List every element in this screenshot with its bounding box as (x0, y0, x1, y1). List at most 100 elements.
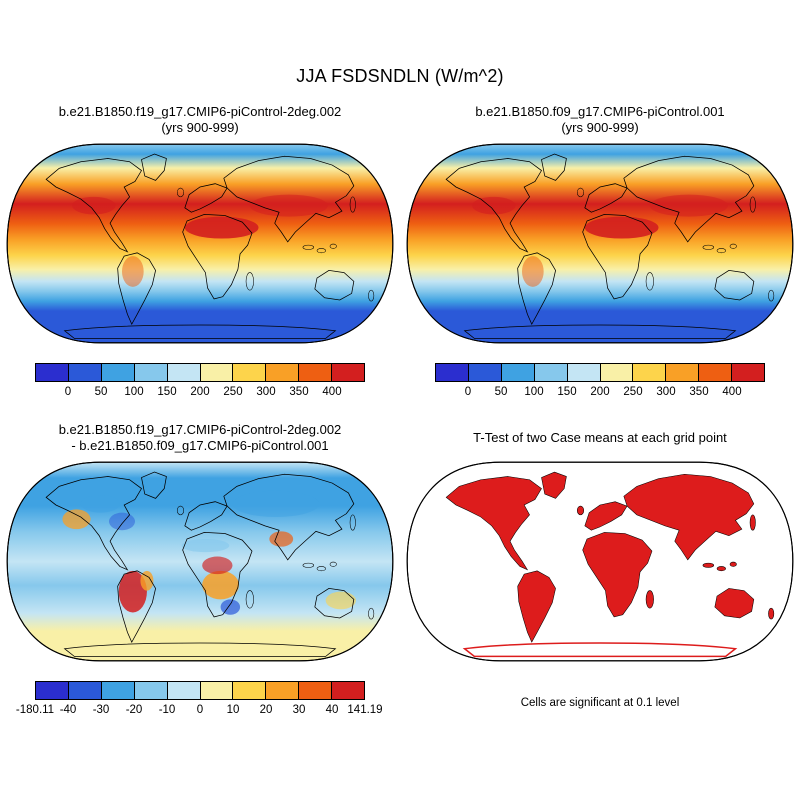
colorbar-cell (134, 364, 168, 381)
data-anomaly-blob (62, 509, 91, 530)
continent-outline (223, 155, 355, 243)
continent-outline (314, 269, 355, 301)
colorbar-cell (501, 364, 535, 381)
colorbar-tick-label: 30 (292, 704, 306, 716)
island-outline (645, 272, 654, 291)
colorbar-tick-label: -20 (125, 704, 143, 716)
data-anomaly-blob (249, 194, 328, 217)
data-anomaly-blob (325, 591, 356, 610)
projection-outline (6, 461, 394, 662)
projection-outline-top (406, 143, 794, 344)
colorbar-tick-label: 150 (557, 386, 577, 398)
colorbar-cell (36, 364, 69, 381)
colorbar-tick-label: 350 (689, 386, 709, 398)
colorbar-tick-label: -40 (59, 704, 77, 716)
colorbar-cell (732, 364, 765, 381)
colorbar-tick-label: 100 (524, 386, 544, 398)
island-outline (316, 566, 326, 572)
diff-title-line2: - b.e21.B1850.f09_g17.CMIP6-piControl.00… (71, 438, 329, 453)
colorbar-tick-label: 10 (226, 704, 240, 716)
island-outline (302, 244, 315, 250)
continent-outline (141, 153, 167, 181)
colorbar-tick-label: 141.19 (347, 704, 383, 716)
colorbar-tick-label: -30 (92, 704, 110, 716)
continent-outline (584, 183, 628, 213)
colorbar-tick-label: 300 (256, 386, 276, 398)
continent-outline (517, 570, 556, 643)
colorbar-cell (101, 364, 135, 381)
case-name-1: b.e21.B1850.f19_g17.CMIP6-piControl-2deg… (58, 104, 342, 119)
ttest-title: T-Test of two Case means at each grid po… (473, 430, 727, 445)
island-outline (576, 505, 585, 516)
continent-outline (117, 252, 156, 326)
colorbar-labels: -180.11 -40 -30 -20 -10 0 10 20 30 40 141.19 (16, 704, 383, 719)
colorbar-cell (332, 364, 365, 381)
island-outline (716, 248, 726, 254)
continent-outline (541, 153, 567, 181)
projection-outline (406, 143, 794, 344)
continent-outline (584, 501, 628, 531)
colorbar-cell (200, 364, 234, 381)
island-outline (176, 187, 185, 198)
colorbar-labels: 0 50 100 150 200 250 300 350 400 (35, 386, 365, 401)
projection-outline-top (406, 461, 794, 662)
island-outline (768, 607, 775, 620)
continent-outline (623, 473, 755, 561)
colorbar-tick-label: 350 (289, 386, 309, 398)
data-anomaly-blob (649, 194, 728, 217)
panel-bottom-left-title: b.e21.B1850.f19_g17.CMIP6-piControl-2deg… (4, 418, 396, 458)
island-outline (176, 505, 185, 516)
colorbar-cell (633, 364, 667, 381)
colorbar-tick-label: 250 (223, 386, 243, 398)
island-outline (245, 590, 254, 609)
continent-outline (141, 471, 167, 499)
colorbar-tick-label: 100 (124, 386, 144, 398)
data-anomaly-blob (181, 539, 230, 553)
colorbar-labels: 0 50 100 150 200 250 300 350 400 (435, 386, 765, 401)
colorbar-cell (299, 682, 333, 699)
antarctica-outline (63, 324, 337, 339)
data-anomaly-blob (232, 490, 320, 518)
projection-outline-top (6, 143, 394, 344)
years-range-1: (yrs 900-999) (161, 120, 239, 135)
continent-outline (223, 473, 355, 561)
continent-outline (714, 269, 755, 301)
colorbar-cell (534, 364, 568, 381)
colorbar-cell (666, 364, 700, 381)
colorbar-tick-label: 50 (94, 386, 108, 398)
colorbar-cell (299, 364, 333, 381)
colorbar-cell (167, 682, 201, 699)
map-top-left (6, 143, 394, 344)
island-outline (576, 187, 585, 198)
years-range-2: (yrs 900-999) (561, 120, 639, 135)
colorbar-strip (35, 681, 365, 700)
colorbar-cell (233, 682, 267, 699)
panel-top-left-title: b.e21.B1850.f19_g17.CMIP6-piControl-2deg… (4, 100, 396, 140)
data-anomaly-blob (80, 495, 120, 513)
colorbar-cell (699, 364, 733, 381)
colorbar-cell (436, 364, 469, 381)
colorbar-tick-label: 0 (196, 704, 204, 716)
data-anomaly-blob (584, 216, 659, 239)
case-name-2: b.e21.B1850.f09_g17.CMIP6-piControl.001 (475, 104, 725, 119)
colorbar-cell (167, 364, 201, 381)
colorbar-cell (134, 682, 168, 699)
colorbar-tick-label: 20 (259, 704, 273, 716)
panel-bottom-right: T-Test of two Case means at each grid po… (404, 418, 796, 709)
panel-bottom-right-title: T-Test of two Case means at each grid po… (404, 418, 796, 458)
data-anomaly-blob (118, 570, 147, 613)
continent-outline (623, 155, 755, 243)
continent-outline (117, 570, 156, 644)
island-outline (329, 561, 337, 567)
panel-bottom-left: b.e21.B1850.f19_g17.CMIP6-piControl-2deg… (4, 418, 396, 719)
data-anomaly-blob (109, 512, 135, 531)
island-outline (316, 248, 326, 254)
colorbar-tick-label: 0 (464, 386, 472, 398)
continent-outline (314, 587, 355, 619)
colorbar-strip (435, 363, 765, 382)
map-ttest (406, 461, 794, 662)
continent-outline (582, 532, 653, 618)
continent-outline (45, 158, 143, 253)
island-outline (349, 196, 356, 213)
colorbar-tick-label: 50 (494, 386, 508, 398)
